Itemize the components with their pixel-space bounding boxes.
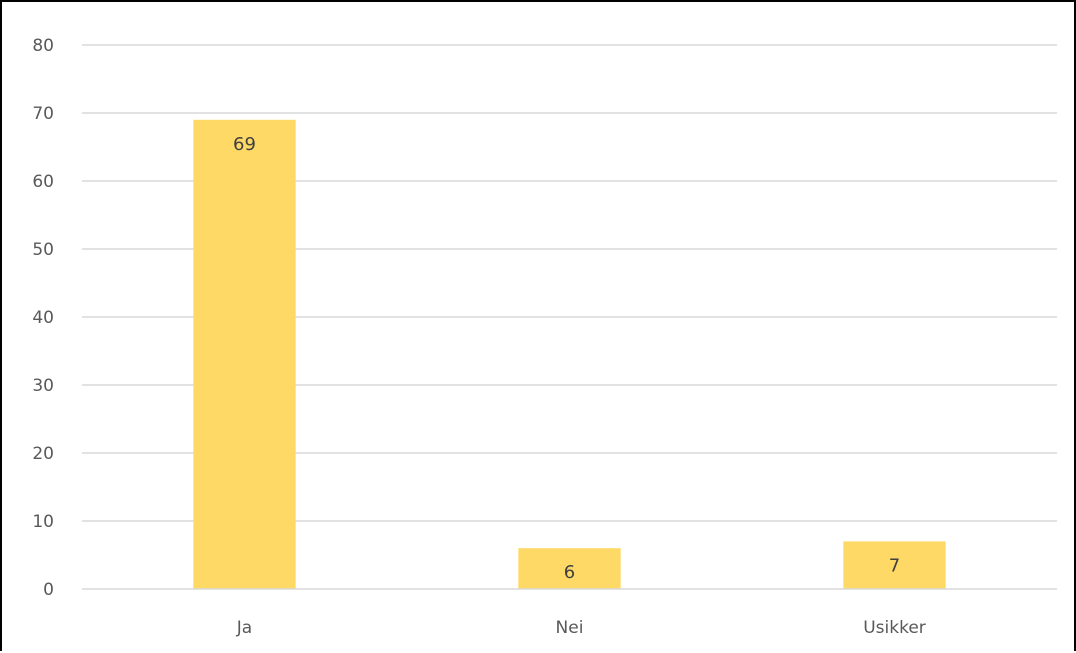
bar-nei xyxy=(518,548,621,589)
y-tick-label: 10 xyxy=(32,512,54,532)
x-tick-label-ja: Ja xyxy=(236,618,252,638)
x-tick-label-usikker: Usikker xyxy=(863,618,926,638)
y-tick-label: 60 xyxy=(32,172,54,192)
y-tick-label: 80 xyxy=(32,36,54,56)
data-label-ja: 69 xyxy=(233,134,256,155)
bar-usikker xyxy=(843,541,946,589)
y-tick-label: 70 xyxy=(32,104,54,124)
y-tick-label: 0 xyxy=(43,580,54,600)
y-tick-label: 40 xyxy=(32,308,54,328)
data-labels: 69 6 7 xyxy=(233,134,900,583)
y-axis-tick-labels: 0 10 20 30 40 50 60 70 80 xyxy=(32,36,54,600)
y-tick-label: 50 xyxy=(32,240,54,260)
bar-ja xyxy=(193,119,296,590)
x-axis-tick-labels: Ja Nei Usikker xyxy=(236,618,926,638)
y-tick-label: 20 xyxy=(32,444,54,464)
data-label-usikker: 7 xyxy=(889,555,900,576)
bars xyxy=(193,119,946,590)
x-tick-label-nei: Nei xyxy=(556,618,584,638)
y-tick-label: 30 xyxy=(32,376,54,396)
data-label-nei: 6 xyxy=(564,562,575,583)
